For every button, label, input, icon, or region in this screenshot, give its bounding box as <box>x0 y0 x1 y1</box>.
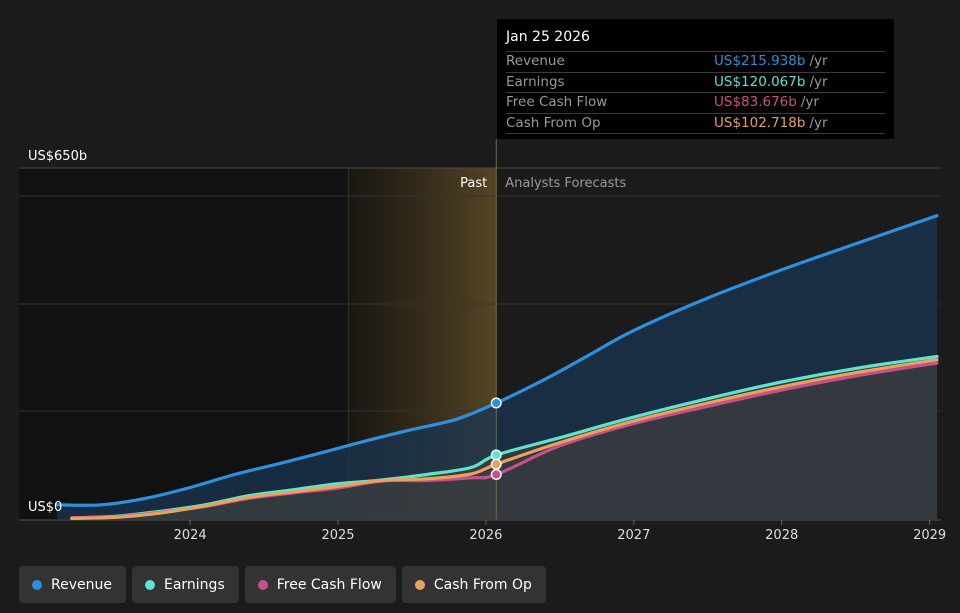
forecast-label: Analysts Forecasts <box>505 176 626 191</box>
tooltip-unit: /yr <box>809 53 828 69</box>
tooltip-series-name: Revenue <box>506 53 565 69</box>
tooltip-rows: Revenue US$215.938b/yr Earnings US$120.067b… <box>506 51 885 134</box>
current-value-markers[interactable] <box>490 397 502 481</box>
tooltip-unit: /yr <box>809 114 828 131</box>
tooltip-series-value: US$120.067b <box>714 73 806 90</box>
x-tick-label: 2027 <box>617 528 650 543</box>
line-revenue <box>55 214 939 507</box>
marker-cash-from-op[interactable] <box>490 458 502 470</box>
legend-dot-icon <box>257 579 268 590</box>
tooltip-series-name: Cash From Op <box>506 114 601 131</box>
tooltip-unit: /yr <box>809 73 828 90</box>
tooltip-series-value: US$102.718b <box>714 114 806 131</box>
hover-tooltip: Jan 25 2026 Revenue US$215.938b/yr Earning… <box>497 19 894 139</box>
legend-dot-icon <box>32 579 42 590</box>
line-cash-from-op <box>70 358 939 520</box>
x-tick-label: 2026 <box>469 528 502 543</box>
tooltip-series-value: US$215.938b <box>714 53 806 69</box>
x-axis-ticks: 2024 2025 2026 2027 2028 2029 <box>174 520 946 543</box>
tooltip-series-name: Free Cash Flow <box>506 94 608 110</box>
legend-label: Cash From Op <box>433 576 532 593</box>
legend-item-free-cash-flow[interactable]: Free Cash Flow <box>244 566 396 603</box>
legend-dot-icon <box>144 579 155 590</box>
legend-item-revenue[interactable]: Revenue <box>19 566 126 603</box>
x-tick-label: 2025 <box>321 528 354 543</box>
area-earnings <box>71 356 938 520</box>
y-axis-bottom-label: US$0 <box>28 500 62 515</box>
tooltip-date: Jan 25 2026 <box>506 29 590 45</box>
tooltip-series-name: Earnings <box>506 73 565 90</box>
x-tick-label: 2024 <box>174 528 207 543</box>
x-tick-label: 2028 <box>765 528 798 543</box>
tooltip-row: Earnings US$120.067b/yr <box>506 71 885 93</box>
series-lines <box>55 214 939 520</box>
series-areas <box>57 215 938 520</box>
chart-legend: Revenue Earnings Free Cash Flow Cash From O… <box>19 566 546 603</box>
marker-earnings[interactable] <box>490 449 502 461</box>
x-tick-label: 2029 <box>913 528 946 543</box>
past-label: Past <box>460 176 487 191</box>
tooltip-series-value: US$83.676b <box>714 94 797 110</box>
marker-revenue[interactable] <box>490 397 502 409</box>
tooltip-row: Cash From Op US$102.718b/yr <box>506 112 885 134</box>
y-axis-top-label: US$650b <box>28 149 87 164</box>
tooltip-unit: /yr <box>800 94 819 110</box>
legend-dot-icon <box>414 579 425 590</box>
tooltip-row: Free Cash Flow US$83.676b/yr <box>506 92 885 113</box>
legend-label: Earnings <box>163 576 225 593</box>
legend-label: Revenue <box>51 576 112 593</box>
chart-area: US$650b US$0 Past Analysts Forecasts 202… <box>19 139 946 543</box>
legend-item-cash-from-op[interactable]: Cash From Op <box>401 566 546 603</box>
marker-free-cash-flow[interactable] <box>490 469 502 481</box>
tooltip-row: Revenue US$215.938b/yr <box>506 51 885 72</box>
legend-label: Free Cash Flow <box>276 576 382 593</box>
legend-item-earnings[interactable]: Earnings <box>131 566 239 603</box>
